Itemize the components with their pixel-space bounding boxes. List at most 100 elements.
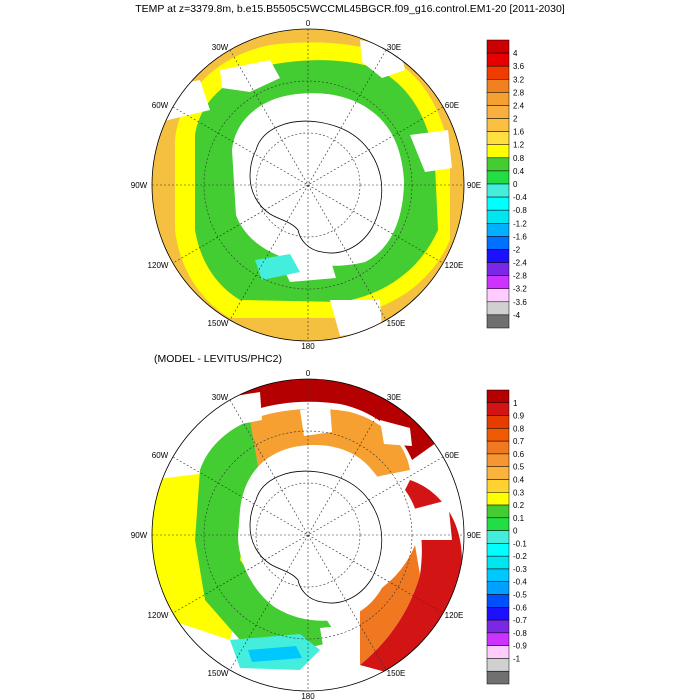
colorbar-swatch <box>486 530 510 544</box>
colorbar-swatch <box>486 466 510 480</box>
p2-white-gap-5 <box>320 624 360 652</box>
p2-lon-150e: 150E <box>387 669 406 678</box>
colorbar-label: 0.9 <box>513 412 525 421</box>
colorbar-label: 0.8 <box>513 154 525 163</box>
colorbar-label: -2.4 <box>513 259 527 268</box>
p2-lon-60e: 60E <box>445 451 459 460</box>
colorbar-swatch <box>486 645 510 659</box>
p2-lon-120w: 120W <box>148 611 169 620</box>
panel-1-map <box>152 29 464 341</box>
colorbar-label: -0.6 <box>513 603 527 612</box>
p1-lon-60e: 60E <box>445 101 459 110</box>
p1-lon-90e: 90E <box>467 181 481 190</box>
p2-blue-south <box>248 646 302 662</box>
colorbar-label: 0.6 <box>513 450 525 459</box>
panel-1-colorbar: 4 3.6 3.2 2.8 2.4 2 1.6 1.2 0.8 0.4 0 -0.4 -0.8 -1.2 -… <box>486 39 527 329</box>
p2-orange-east <box>360 545 420 665</box>
p1-lon-60w: 60W <box>152 101 169 110</box>
colorbar-label: -0.9 <box>513 642 527 651</box>
colorbar-swatch <box>486 479 510 493</box>
colorbar-swatch <box>486 555 510 570</box>
p1-lon-0: 0 <box>306 19 311 28</box>
colorbar-swatch <box>486 209 510 224</box>
colorbar-label: -0.3 <box>513 565 527 574</box>
panel-2-colorbar: 1 0.9 0.8 0.7 0.6 0.5 0.4 0.3 0.2 0.1 0 -0.1 -0.2 -0.… <box>486 389 527 685</box>
colorbar-label: 0.1 <box>513 514 525 523</box>
colorbar-label: 2.8 <box>513 88 525 97</box>
p2-white-gap-3 <box>380 420 412 446</box>
p2-lon-0: 0 <box>306 369 311 378</box>
colorbar-swatch <box>486 658 510 672</box>
colorbar-swatch <box>486 619 510 634</box>
p1-lon-30w: 30W <box>212 43 229 52</box>
p1-lon-180: 180 <box>301 342 315 351</box>
p2-lon-30w: 30W <box>212 393 229 402</box>
p1-lon-120w: 120W <box>148 261 169 270</box>
p1-white-gap-1 <box>220 60 280 92</box>
panel-1-lon-labels: 0 30E 60E 90E 120E 150E 180 150W 120W 90… <box>131 19 481 351</box>
colorbar-label: -0.7 <box>513 616 527 625</box>
p1-cyan-patch <box>255 254 300 280</box>
colorbar-swatch <box>486 301 510 316</box>
colorbar-label: 3.6 <box>513 62 525 71</box>
p1-lon-90w: 90W <box>131 181 148 190</box>
colorbar-label: 2 <box>513 115 518 124</box>
colorbar-swatch <box>486 428 510 442</box>
colorbar-swatch <box>486 543 510 557</box>
colorbar-swatch <box>486 568 510 582</box>
p1-lon-30e: 30E <box>387 43 401 52</box>
colorbar-swatch <box>486 389 510 404</box>
colorbar-label: -0.8 <box>513 629 527 638</box>
panel-2-title: (MODEL - LEVITUS/PHC2) <box>154 353 282 365</box>
colorbar-swatch <box>486 517 510 531</box>
p2-lon-90w: 90W <box>131 531 148 540</box>
colorbar-swatch <box>486 52 510 67</box>
colorbar-swatch <box>486 504 510 519</box>
colorbar-label: 0.7 <box>513 437 525 446</box>
panel-1-map-border <box>151 28 465 342</box>
colorbar-label: 4 <box>513 49 518 58</box>
colorbar-label: -3.6 <box>513 298 527 307</box>
p1-lon-120e: 120E <box>445 261 464 270</box>
p1-lon-150e: 150E <box>387 319 406 328</box>
p2-lon-90e: 90E <box>467 531 481 540</box>
p2-lon-150w: 150W <box>208 669 229 678</box>
p2-green-ring <box>195 415 340 650</box>
p2-lon-30e: 30E <box>387 393 401 402</box>
colorbar-swatch <box>486 492 510 506</box>
colorbar-swatch <box>486 275 510 289</box>
panel-2-map-border <box>151 378 465 692</box>
colorbar-label: 0.4 <box>513 167 525 176</box>
colorbar-label: -1.6 <box>513 232 527 241</box>
colorbar-swatch <box>486 236 510 250</box>
colorbar-label: 0.5 <box>513 463 525 472</box>
colorbar-swatch <box>486 105 510 119</box>
colorbar-swatch <box>486 144 510 159</box>
colorbar-swatch <box>486 262 510 276</box>
colorbar-label: -0.5 <box>513 591 527 600</box>
colorbar-label: 1.6 <box>513 128 525 137</box>
colorbar-swatch <box>486 607 510 621</box>
colorbar-label: -0.2 <box>513 552 527 561</box>
p2-lon-120e: 120E <box>445 611 464 620</box>
colorbar-swatch <box>486 223 510 237</box>
colorbar-swatch <box>486 402 510 416</box>
colorbar-swatch <box>486 92 510 106</box>
colorbar-label: -4 <box>513 311 521 320</box>
colorbar-label: 0.8 <box>513 424 525 433</box>
panel-1-title: TEMP at z=3379.8m, b.e15.B5505C5WCCML45B… <box>135 3 565 15</box>
colorbar-label: -0.4 <box>513 193 527 202</box>
p1-white-gap-5 <box>330 300 382 336</box>
panel-1: TEMP at z=3379.8m, b.e15.B5505C5WCCML45B… <box>131 3 565 351</box>
p1-antarctica <box>249 120 383 254</box>
colorbar-swatch <box>486 249 510 263</box>
colorbar-label: 0.4 <box>513 475 525 484</box>
colorbar-swatch <box>486 183 510 198</box>
p1-lon-150w: 150W <box>208 319 229 328</box>
p2-white-gap-4 <box>410 500 452 540</box>
colorbar-swatch <box>486 632 510 646</box>
panel-2: (MODEL - LEVITUS/PHC2) <box>131 353 528 700</box>
colorbar-label: 2.4 <box>513 101 525 110</box>
colorbar-label: 0 <box>513 180 518 189</box>
colorbar-swatch <box>486 288 510 303</box>
